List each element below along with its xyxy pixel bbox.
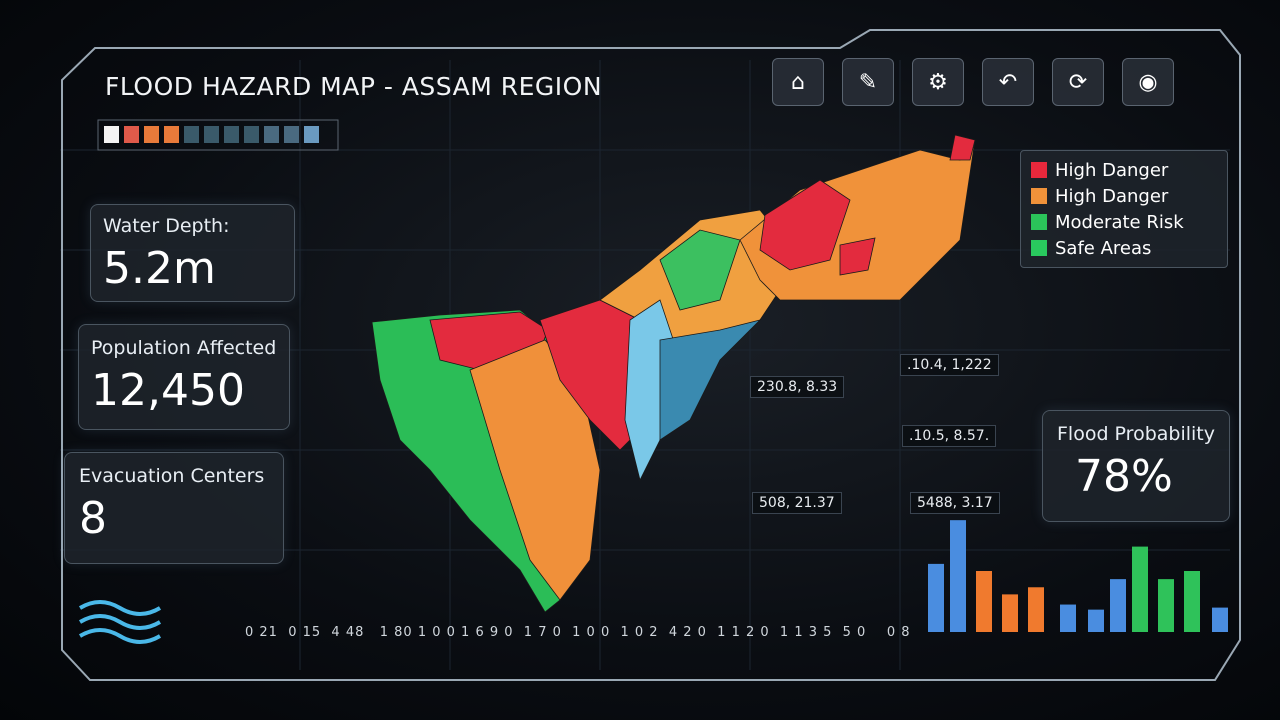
- bar: [1002, 594, 1018, 632]
- legend-item: Safe Areas: [1031, 235, 1217, 261]
- frame: [61, 29, 1241, 681]
- probability-label: Flood Probability: [1057, 423, 1215, 445]
- bar: [1028, 587, 1044, 632]
- mini-bar-chart: [928, 520, 1228, 632]
- bar: [1212, 607, 1228, 632]
- coordinate-label: 5488, 3.17: [910, 492, 1000, 514]
- title: FLOOD HAZARD MAP - ASSAM REGION: [105, 72, 603, 101]
- stat-card: Population Affected 12,450: [78, 324, 290, 430]
- stat-label: Population Affected: [91, 337, 277, 359]
- stat-label: Evacuation Centers: [79, 465, 265, 487]
- bar: [1060, 604, 1076, 632]
- legend-item: High Danger: [1031, 157, 1217, 183]
- legend-label: High Danger: [1055, 159, 1169, 181]
- color-strip: [97, 119, 339, 151]
- legend-label: Safe Areas: [1055, 237, 1152, 259]
- bar: [1110, 579, 1126, 632]
- coordinate-label: 230.8, 8.33: [750, 376, 845, 398]
- legend-label: Moderate Risk: [1055, 211, 1184, 233]
- info-button[interactable]: ◉: [1122, 58, 1174, 106]
- home-button[interactable]: ⌂: [772, 58, 824, 106]
- bar: [928, 563, 944, 632]
- stat-value: 12,450: [91, 365, 245, 416]
- settings-button[interactable]: ⚙: [912, 58, 964, 106]
- legend-item: Moderate Risk: [1031, 209, 1217, 235]
- legend: High Danger High Danger Moderate Risk Safe …: [1020, 150, 1228, 268]
- legend-label: High Danger: [1055, 185, 1169, 207]
- bar: [976, 571, 992, 632]
- coordinate-label: .10.5, 8.57.: [902, 425, 997, 447]
- edit-button[interactable]: ✎: [842, 58, 894, 106]
- back-button[interactable]: ↶: [982, 58, 1034, 106]
- probability-card: Flood Probability 78%: [1042, 410, 1230, 522]
- legend-swatch: [1031, 188, 1047, 204]
- legend-swatch: [1031, 240, 1047, 256]
- bar: [950, 520, 966, 632]
- stat-card: Evacuation Centers 8: [64, 452, 284, 564]
- refresh-button[interactable]: ⟳: [1052, 58, 1104, 106]
- legend-item: High Danger: [1031, 183, 1217, 209]
- stat-value: 5.2m: [103, 243, 216, 294]
- bar: [1132, 546, 1148, 632]
- probability-value: 78%: [1075, 451, 1173, 502]
- bar: [1184, 571, 1200, 632]
- stat-value: 8: [79, 493, 107, 544]
- coordinate-label: .10.4, 1,222: [900, 354, 999, 376]
- scale-text: 0 21 0 15 4 48 1 80 1 0 0 1 6 9 0 1 7 0 …: [245, 625, 911, 640]
- bar: [1158, 579, 1174, 632]
- flood-map: [371, 134, 976, 613]
- stat-label: Water Depth:: [103, 215, 230, 237]
- coordinate-label: 508, 21.37: [752, 492, 842, 514]
- legend-swatch: [1031, 162, 1047, 178]
- wave-icon: [78, 600, 162, 644]
- bar: [1088, 609, 1104, 632]
- stat-card: Water Depth: 5.2m: [90, 204, 295, 302]
- legend-swatch: [1031, 214, 1047, 230]
